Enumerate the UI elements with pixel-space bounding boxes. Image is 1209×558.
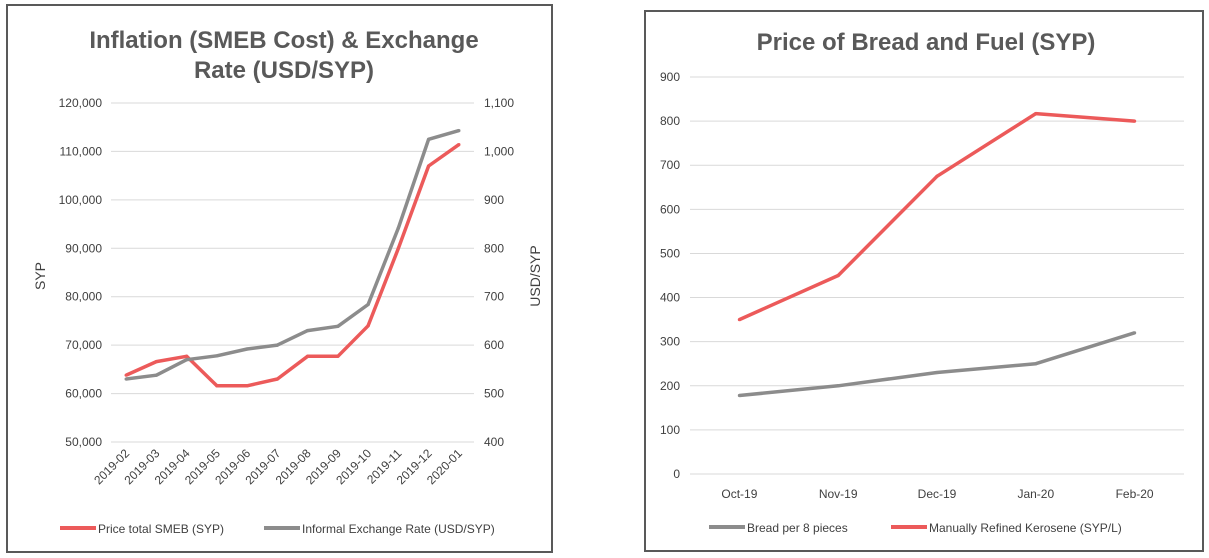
y-tick-label: 300 — [660, 335, 680, 349]
chart-title: Price of Bread and Fuel (SYP) — [757, 29, 1096, 56]
data-point-price-total-smeb-syp — [457, 143, 461, 147]
legend-label: Price total SMEB (SYP) — [98, 522, 224, 536]
y-tick-label: 800 — [660, 114, 680, 128]
data-point-manually-refined-kerosene-syp-l — [836, 273, 840, 278]
y-axis-label: SYP — [32, 262, 48, 290]
y2-tick-label: 500 — [484, 387, 504, 401]
data-point-informal-exchange-rate-usd-syp — [124, 377, 128, 381]
y-tick-label: 60,000 — [65, 387, 102, 401]
y-tick-label: 70,000 — [65, 338, 102, 352]
data-point-informal-exchange-rate-usd-syp — [457, 129, 461, 133]
chart-title-line-2: Rate (USD/SYP) — [194, 57, 374, 84]
series-line-manually-refined-kerosene-syp-l — [738, 111, 1135, 322]
y-tick-label: 400 — [660, 291, 680, 305]
y2-tick-label: 800 — [484, 241, 504, 255]
data-point-price-total-smeb-syp — [366, 324, 370, 328]
inflation-chart: Inflation (SMEB Cost) & Exchange Rate (US… — [32, 27, 543, 536]
x-tick-label: Feb-20 — [1116, 487, 1154, 501]
data-point-informal-exchange-rate-usd-syp — [245, 347, 249, 351]
data-point-informal-exchange-rate-usd-syp — [215, 354, 219, 358]
data-point-price-total-smeb-syp — [306, 354, 310, 358]
y-tick-label: 120,000 — [59, 96, 103, 110]
y-tick-label: 110,000 — [60, 144, 103, 158]
inflation-chart-panel: Inflation (SMEB Cost) & Exchange Rate (US… — [6, 4, 553, 553]
y2-axis-label: USD/SYP — [527, 245, 543, 306]
legend-label: Manually Refined Kerosene (SYP/L) — [929, 521, 1122, 535]
y-tick-label: 100,000 — [59, 193, 103, 207]
y-tick-label: 90,000 — [65, 241, 102, 255]
y-tick-label: 500 — [660, 246, 680, 260]
y-tick-label: 0 — [673, 467, 680, 481]
data-point-manually-refined-kerosene-syp-l — [935, 174, 939, 178]
legend-label: Informal Exchange Rate (USD/SYP) — [302, 522, 495, 536]
chart-title-line-1: Inflation (SMEB Cost) & Exchange — [89, 27, 478, 54]
data-point-informal-exchange-rate-usd-syp — [396, 226, 400, 230]
y2-tick-label: 1,100 — [484, 96, 514, 110]
y2-tick-label: 700 — [484, 290, 504, 304]
x-tick-label: Dec-19 — [918, 487, 957, 501]
data-point-informal-exchange-rate-usd-syp — [154, 373, 158, 377]
data-point-informal-exchange-rate-usd-syp — [427, 137, 431, 141]
y2-tick-label: 400 — [484, 435, 504, 449]
data-point-informal-exchange-rate-usd-syp — [275, 343, 279, 347]
data-point-bread-per-8-pieces — [836, 384, 840, 388]
bread-fuel-chart-panel: Price of Bread and Fuel (SYP) 0 100 200 300 4… — [644, 10, 1204, 552]
data-point-informal-exchange-rate-usd-syp — [366, 302, 370, 307]
y-tick-label: 200 — [660, 379, 680, 393]
y2-tick-label: 600 — [484, 338, 504, 352]
data-point-price-total-smeb-syp — [154, 360, 158, 364]
y-tick-label: 600 — [660, 202, 680, 216]
data-point-price-total-smeb-syp — [396, 246, 400, 250]
data-point-manually-refined-kerosene-syp-l — [1034, 112, 1038, 116]
data-point-price-total-smeb-syp — [215, 384, 219, 388]
data-point-price-total-smeb-syp — [245, 384, 249, 388]
data-point-price-total-smeb-syp — [336, 354, 340, 358]
data-point-price-total-smeb-syp — [427, 164, 431, 168]
data-point-informal-exchange-rate-usd-syp — [306, 329, 310, 333]
y2-tick-label: 900 — [484, 193, 504, 207]
y-tick-label: 50,000 — [65, 435, 102, 449]
y-tick-label: 900 — [660, 70, 680, 84]
data-point-bread-per-8-pieces — [737, 393, 741, 398]
x-tick-label: Nov-19 — [819, 487, 858, 501]
y-tick-label: 100 — [660, 423, 680, 437]
data-point-bread-per-8-pieces — [1034, 362, 1038, 366]
y-tick-label: 80,000 — [65, 290, 102, 304]
data-point-informal-exchange-rate-usd-syp — [185, 358, 189, 362]
bread-fuel-chart: Price of Bread and Fuel (SYP) 0 100 200 300 4… — [660, 29, 1184, 535]
series-line-price-total-smeb-syp — [125, 143, 460, 388]
data-point-price-total-smeb-syp — [185, 354, 189, 358]
data-point-manually-refined-kerosene-syp-l — [737, 318, 741, 322]
data-point-bread-per-8-pieces — [935, 370, 939, 375]
data-point-manually-refined-kerosene-syp-l — [1133, 119, 1137, 123]
y-tick-label: 700 — [660, 158, 680, 172]
series-line-informal-exchange-rate-usd-syp — [125, 128, 460, 381]
x-tick-label: Oct-19 — [721, 487, 757, 501]
data-point-bread-per-8-pieces — [1133, 331, 1137, 335]
data-point-price-total-smeb-syp — [124, 373, 128, 377]
data-point-informal-exchange-rate-usd-syp — [336, 324, 340, 328]
y2-tick-label: 1,000 — [484, 144, 514, 158]
x-tick-label: Jan-20 — [1017, 487, 1054, 501]
legend-label: Bread per 8 pieces — [747, 521, 848, 535]
data-point-price-total-smeb-syp — [275, 377, 279, 381]
